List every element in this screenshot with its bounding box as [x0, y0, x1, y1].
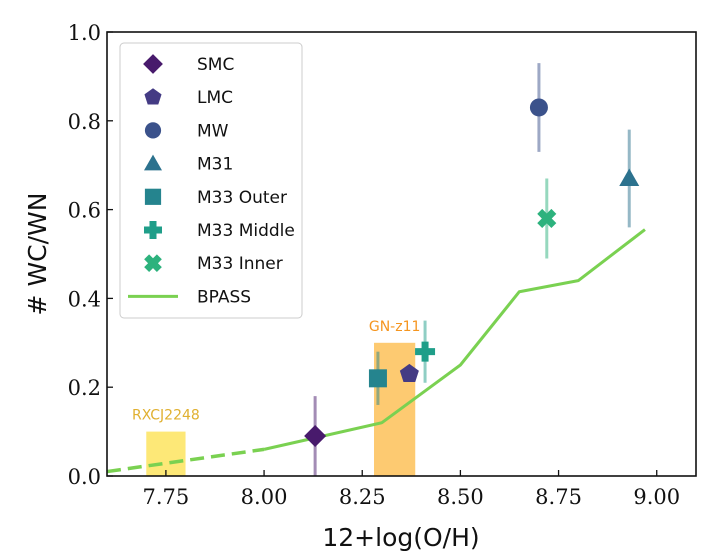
x-tick-label: 8.75	[535, 485, 582, 509]
x-tick-label: 8.50	[437, 485, 484, 509]
triangle-marker	[619, 168, 640, 187]
legend-label: M31	[197, 155, 233, 175]
x-tick-label: 8.00	[241, 485, 288, 509]
square-marker	[144, 188, 162, 205]
x-marker	[144, 254, 162, 273]
legend-label: LMC	[197, 88, 233, 108]
legend: SMC LMC MW M31 M33 Outer M33 Middle M33 Inner B…	[119, 42, 303, 319]
y-axis-label: # WC/WN	[23, 193, 52, 316]
legend-box	[119, 42, 303, 319]
plus-marker	[415, 341, 436, 362]
shaded-region	[374, 342, 416, 476]
x-marker-shape	[537, 208, 557, 229]
legend-label: M33 Middle	[197, 221, 295, 241]
legend-label: M33 Inner	[197, 254, 283, 274]
circle-marker	[144, 122, 162, 139]
y-tick-label: 0.2	[68, 376, 101, 400]
bpass-line	[263, 228, 646, 451]
shaded-region	[146, 431, 186, 476]
x-marker	[537, 208, 557, 229]
pentagon-marker	[399, 363, 419, 382]
legend-label: BPASS	[197, 287, 251, 307]
region-label: RXCJ2248	[132, 408, 200, 424]
region-label: GN-z11	[369, 319, 421, 335]
legend-label: MW	[197, 121, 229, 141]
x-tick-label: 7.75	[143, 485, 190, 509]
legend-label: SMC	[197, 55, 234, 75]
x-tick-label: 8.25	[339, 485, 386, 509]
triangle-marker	[144, 154, 162, 171]
diamond-marker	[143, 54, 163, 74]
y-tick-label: 0.8	[68, 110, 101, 134]
circle-marker	[529, 98, 548, 117]
y-tick-label: 1.0	[68, 21, 101, 45]
square-marker	[368, 369, 387, 388]
pentagon-marker	[144, 88, 162, 105]
y-tick-label: 0.4	[68, 287, 101, 311]
plus-marker	[144, 221, 162, 239]
legend-label: M33 Outer	[197, 188, 287, 208]
x-tick-label: 9.00	[633, 485, 680, 509]
bpass-line-dashed	[106, 447, 265, 474]
y-tick-label: 0.6	[68, 199, 101, 223]
x-axis-label: 12+log(O/H)	[322, 523, 479, 552]
x-marker-shape	[144, 254, 162, 273]
plot-frame	[106, 31, 697, 477]
y-tick-label: 0.0	[68, 465, 101, 489]
diamond-marker	[304, 425, 327, 448]
